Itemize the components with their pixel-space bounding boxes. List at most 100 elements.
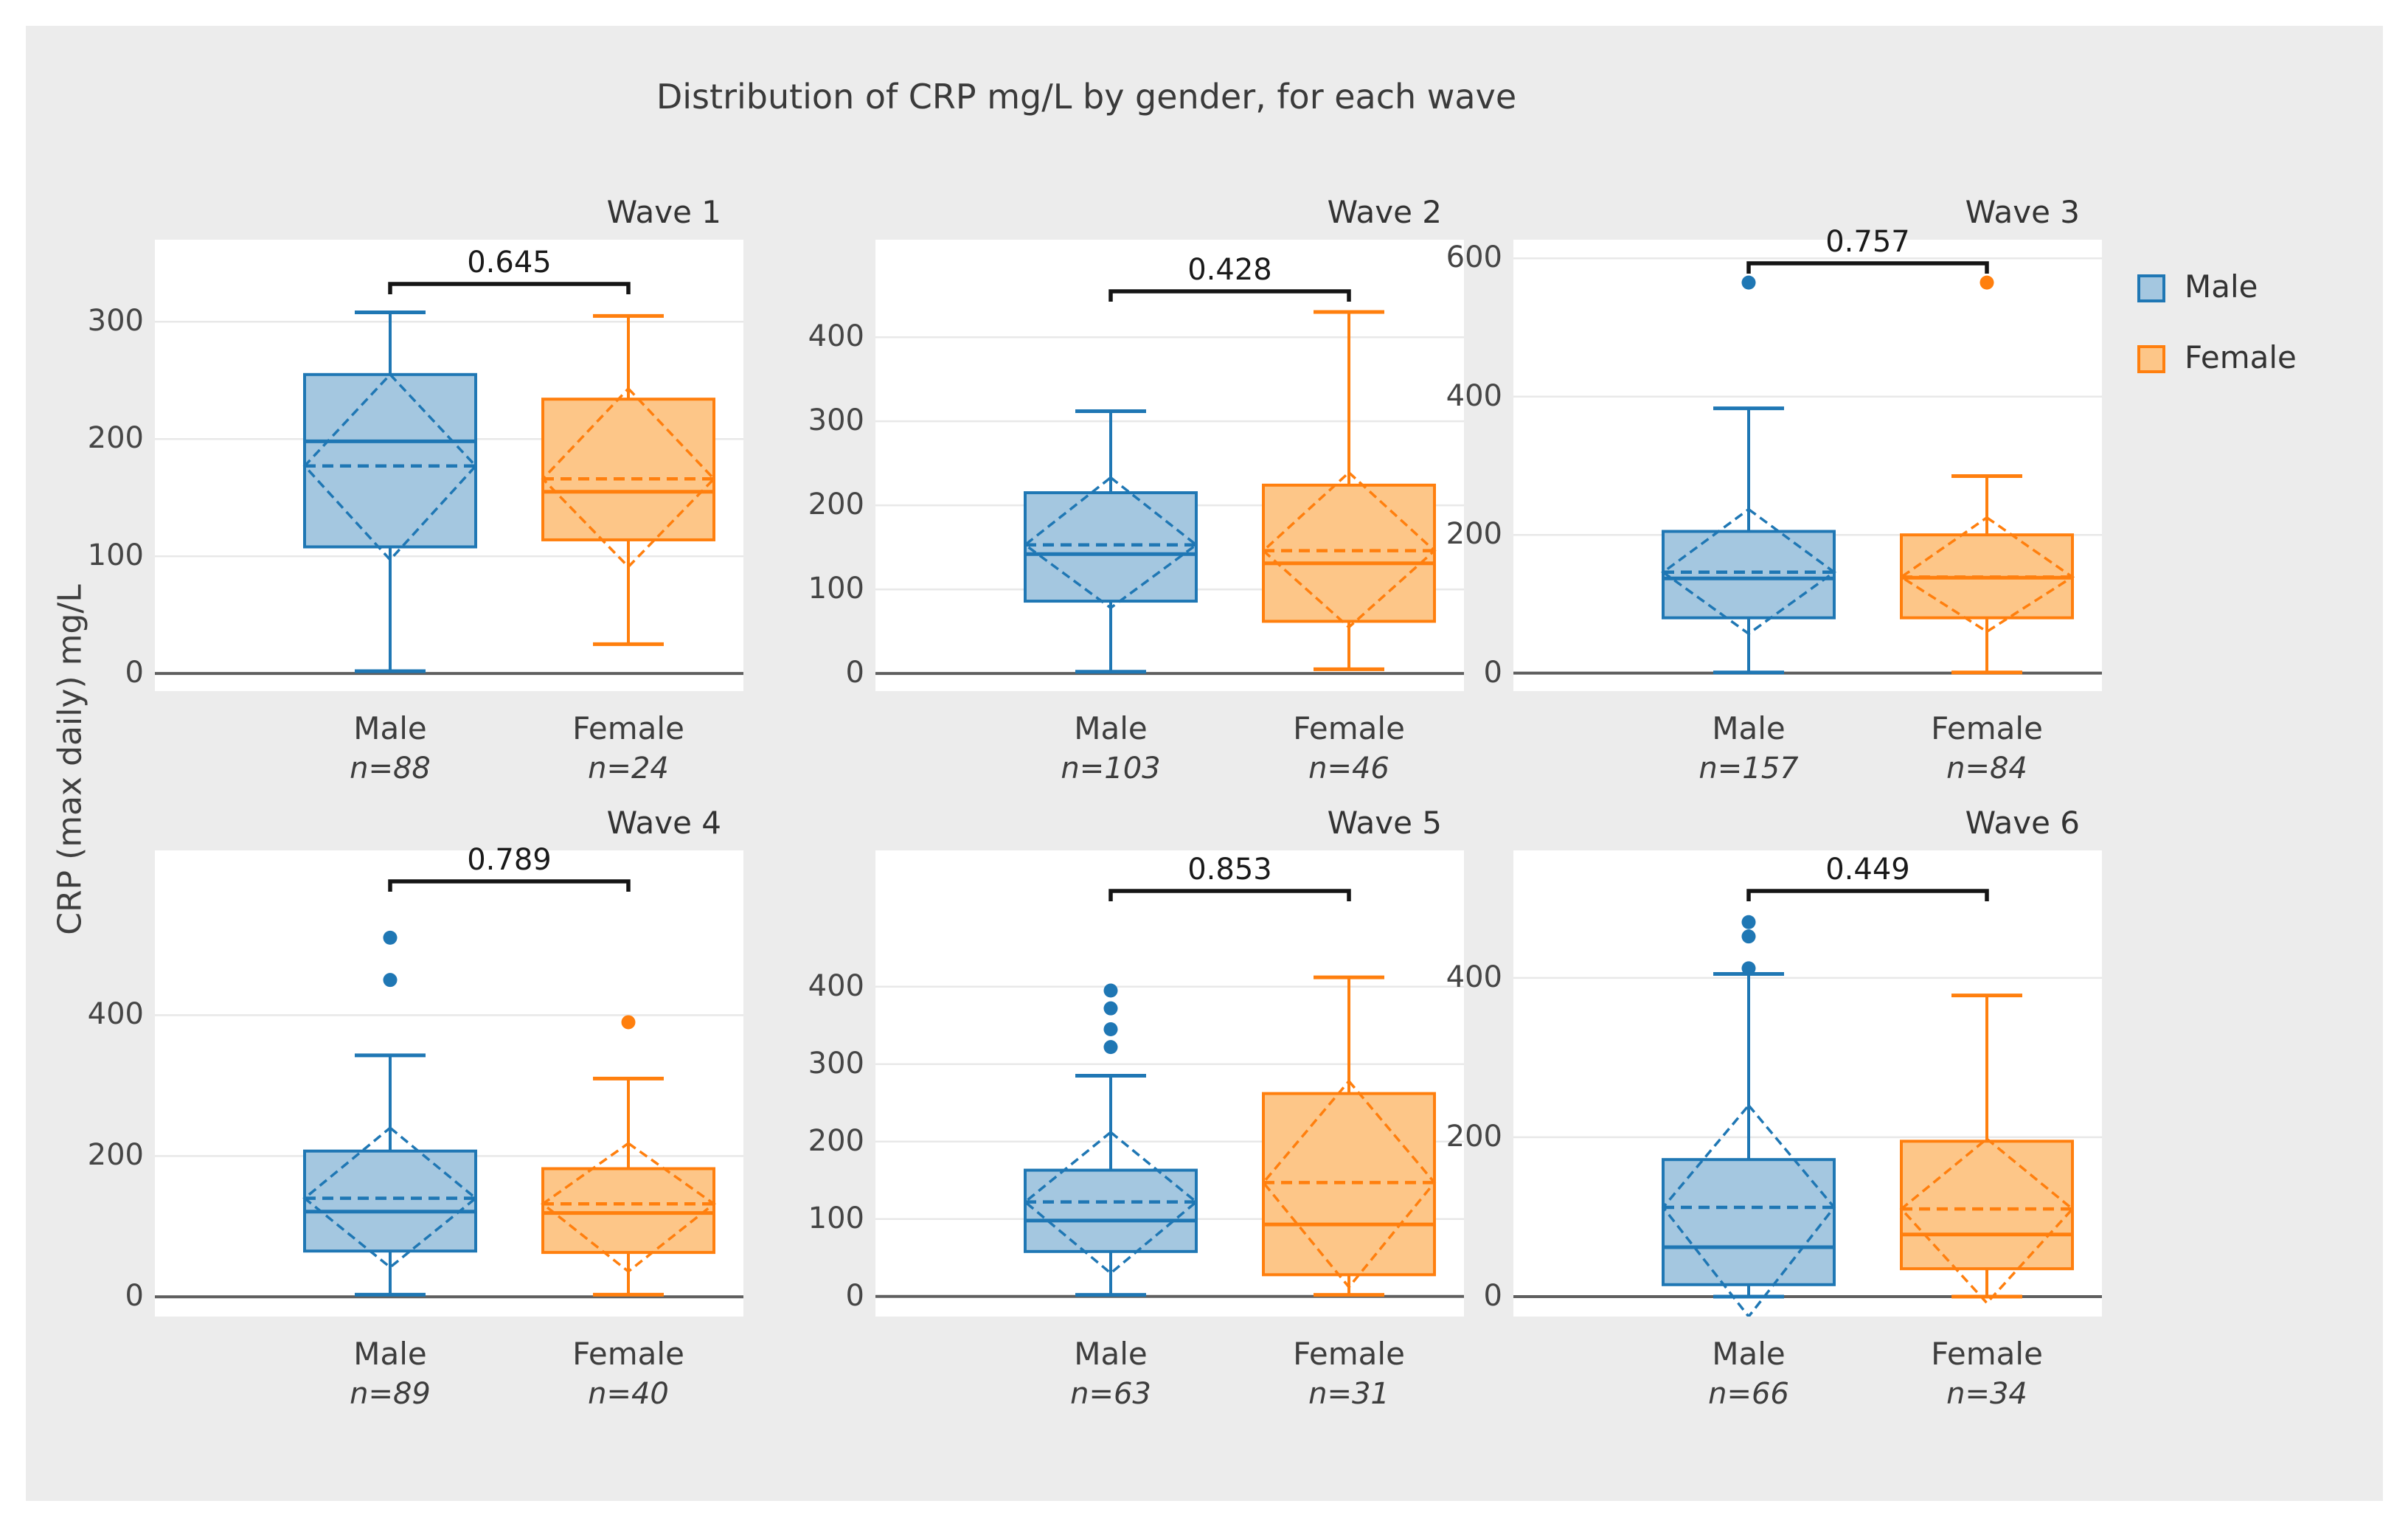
box-male [1662,530,1836,620]
x-category-label: Female [1293,710,1405,746]
x-category-label: Female [572,1336,684,1372]
subplot-wave-4 [155,850,743,1317]
y-tick-label: 0 [845,656,864,690]
x-category-label: Male [1074,1336,1148,1372]
sample-size-label: n=40 [588,1377,669,1411]
sd-diamond-male [302,1126,478,1269]
x-category-label: Female [1931,710,2043,746]
legend-label-male: Male [2185,268,2258,305]
outlier-dot-male [1741,929,1756,944]
pvalue-bracket [1108,289,1351,302]
y-tick-label: 200 [1446,1119,1502,1154]
y-tick-label: 0 [1483,1278,1502,1313]
sd-diamond-male [1023,1130,1198,1275]
pvalue-label: 0.449 [1825,853,1910,887]
sample-size-label: n=63 [1070,1377,1151,1411]
box-female [1262,483,1436,623]
sd-diamond-female [541,386,716,569]
y-tick-label: 200 [1446,517,1502,552]
pvalue-label: 0.853 [1187,853,1272,887]
x-category-label: Female [1931,1336,2043,1372]
box-female [541,398,715,541]
y-tick-label: 200 [808,1123,864,1158]
subplot-wave-1 [155,240,743,691]
y-tick-label: 400 [1446,960,1502,994]
sample-size-label: n=46 [1308,752,1389,785]
y-tick-label: 600 [1446,240,1502,275]
outlier-dot-male [1103,983,1118,998]
outlier-dot-male [1103,1040,1118,1055]
box-female [1900,1140,2074,1271]
x-category-label: Male [1074,710,1148,746]
pvalue-bracket [1108,889,1351,901]
y-tick-label: 200 [87,1138,144,1173]
sample-size-label: n=66 [1708,1377,1789,1411]
y-tick-label: 300 [808,1046,864,1081]
legend-swatch-female [2137,345,2165,373]
y-tick-label: 100 [87,538,144,573]
sd-diamond-male [1661,1103,1836,1317]
legend-swatch-male [2137,274,2165,302]
y-tick-label: 400 [808,968,864,1003]
box-male [303,372,477,549]
subplot-title: Wave 3 [1965,194,2080,230]
x-category-label: Male [353,1336,427,1372]
x-category-label: Male [1712,1336,1786,1372]
y-tick-label: 0 [125,1279,144,1314]
y-tick-label: 0 [125,656,144,690]
axes-background [1513,240,2102,691]
pvalue-bracket [388,879,631,892]
sd-diamond-female [1261,471,1437,629]
outlier-dot-female [621,1015,636,1030]
sd-diamond-male [302,372,478,562]
y-tick-label: 0 [1483,655,1502,690]
subplot-wave-2 [875,240,1464,691]
y-tick-label: 100 [808,1201,864,1235]
subplot-title: Wave 4 [606,805,721,841]
y-tick-label: 100 [808,572,864,606]
y-tick-label: 200 [87,421,144,456]
box-female [541,1167,715,1255]
subplot-title: Wave 2 [1327,194,1442,230]
box-male [1662,1158,1836,1286]
sample-size-label: n=84 [1946,752,2027,785]
y-tick-label: 0 [845,1278,864,1313]
sample-size-label: n=24 [588,752,669,785]
box-male [1024,491,1198,603]
subplot-wave-5 [875,850,1464,1317]
subplot-wave-6 [1513,850,2102,1317]
pvalue-label: 0.645 [467,246,552,280]
sample-size-label: n=88 [350,752,431,785]
sd-diamond-male [1023,476,1198,610]
outlier-dot-male [383,930,398,945]
pvalue-bracket [388,282,631,294]
x-category-label: Female [1293,1336,1405,1372]
sample-size-label: n=157 [1699,752,1799,785]
outlier-dot-male [1741,961,1756,976]
box-male [1024,1168,1198,1253]
pvalue-bracket [1746,261,1989,274]
x-category-label: Male [353,710,427,746]
y-tick-label: 400 [808,319,864,354]
y-tick-label: 400 [1446,378,1502,413]
outlier-dot-male [1103,1022,1118,1037]
y-axis-label: CRP (max daily) mg/L [51,584,89,935]
axes-background [875,240,1464,691]
outlier-dot-male [1103,1001,1118,1016]
sd-diamond-male [1661,507,1836,636]
x-category-label: Female [572,710,684,746]
y-tick-label: 300 [87,304,144,339]
sample-size-label: n=89 [350,1377,431,1411]
subplot-wave-3 [1513,240,2102,691]
sd-diamond-female [1899,1137,2075,1305]
subplot-title: Wave 5 [1327,805,1442,841]
outlier-dot-male [1741,915,1756,929]
pvalue-label: 0.789 [467,843,552,877]
pvalue-bracket [1746,889,1989,901]
y-tick-label: 400 [87,997,144,1032]
y-tick-label: 300 [808,403,864,438]
x-category-label: Male [1712,710,1786,746]
outlier-dot-male [1741,275,1756,290]
figure-title: Distribution of CRP mg/L by gender, for … [656,77,1517,117]
